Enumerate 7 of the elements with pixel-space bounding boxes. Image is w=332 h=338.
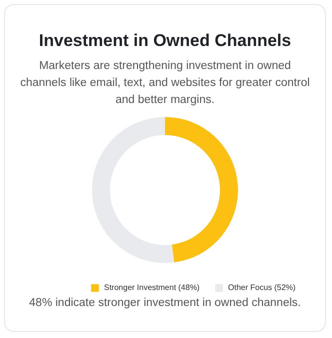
donut-slice — [165, 117, 238, 262]
legend-label: Other Focus (52%) — [228, 283, 296, 292]
chart-title: Investment in Owned Channels — [38, 31, 292, 51]
text: 48% indicate stronger investment in owned channels. — [28, 297, 302, 309]
chart-subtitle: Marketers are strengthening investment in owned channels like email, text, and websites for greater control and better margins. — [19, 59, 311, 108]
legend-label: Stronger Investment (48%) — [104, 283, 200, 292]
donut-slice — [92, 117, 174, 263]
